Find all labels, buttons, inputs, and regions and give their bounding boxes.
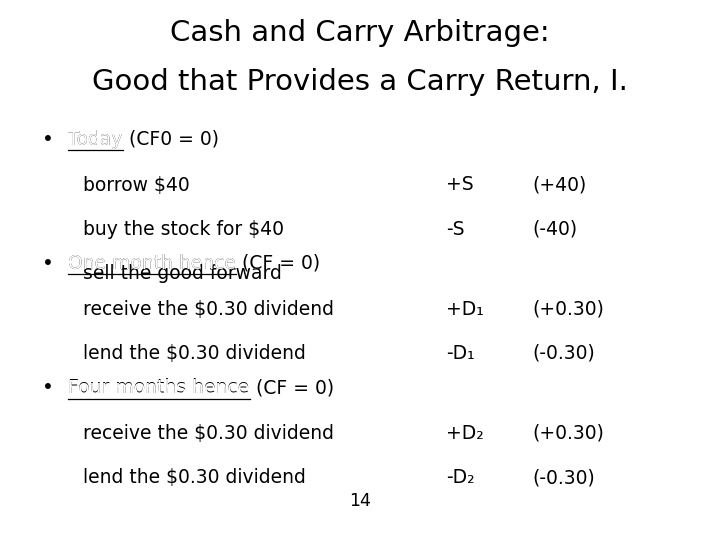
Text: lend the $0.30 dividend: lend the $0.30 dividend: [83, 468, 306, 487]
Text: Good that Provides a Carry Return, I.: Good that Provides a Carry Return, I.: [92, 68, 628, 96]
Text: Today: Today: [68, 130, 123, 148]
Text: One month hence: One month hence: [68, 254, 236, 273]
Text: (CF = 0): (CF = 0): [250, 378, 333, 397]
Text: (-40): (-40): [533, 220, 578, 239]
Text: One month hence (CF = 0): One month hence (CF = 0): [68, 254, 320, 273]
Text: (CF0 = 0): (CF0 = 0): [123, 130, 219, 148]
Text: +S: +S: [446, 176, 474, 194]
Text: -D₁: -D₁: [446, 344, 475, 363]
Text: (CF = 0): (CF = 0): [236, 254, 320, 273]
Text: (+0.30): (+0.30): [533, 300, 605, 319]
Text: +D₁: +D₁: [446, 300, 484, 319]
Text: •: •: [42, 254, 53, 273]
Text: sell the good forward: sell the good forward: [83, 264, 282, 283]
Text: Four months hence: Four months hence: [68, 378, 250, 397]
Text: Four months hence (CF = 0): Four months hence (CF = 0): [68, 378, 333, 397]
Text: buy the stock for $40: buy the stock for $40: [83, 220, 284, 239]
Text: Today (CF0 = 0): Today (CF0 = 0): [68, 130, 219, 148]
Text: (+40): (+40): [533, 176, 587, 194]
Text: -S: -S: [446, 220, 465, 239]
Text: receive the $0.30 dividend: receive the $0.30 dividend: [83, 300, 334, 319]
Text: 14: 14: [349, 492, 371, 510]
Text: borrow $40: borrow $40: [83, 176, 189, 194]
Text: Cash and Carry Arbitrage:: Cash and Carry Arbitrage:: [170, 19, 550, 47]
Text: -D₂: -D₂: [446, 468, 475, 487]
Text: receive the $0.30 dividend: receive the $0.30 dividend: [83, 424, 334, 443]
Text: (-0.30): (-0.30): [533, 344, 595, 363]
Text: (+0.30): (+0.30): [533, 424, 605, 443]
Text: (-0.30): (-0.30): [533, 468, 595, 487]
Text: +D₂: +D₂: [446, 424, 484, 443]
Text: •: •: [42, 378, 53, 397]
Text: lend the $0.30 dividend: lend the $0.30 dividend: [83, 344, 306, 363]
Text: •: •: [42, 130, 53, 148]
